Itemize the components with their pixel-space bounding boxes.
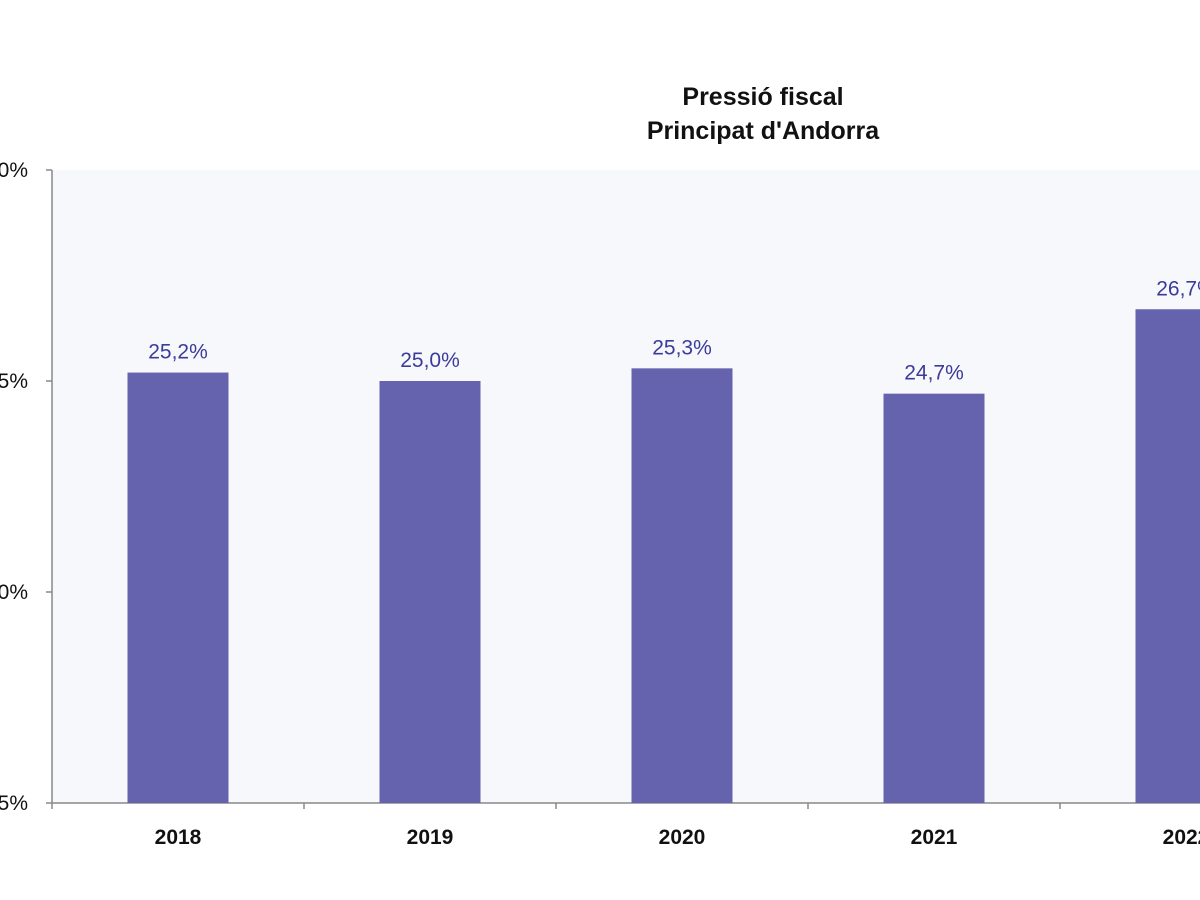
x-tick-label-2020: 2020 [659, 826, 706, 849]
chart-title-line-2: Principat d'Andorra [646, 117, 880, 145]
x-tick-label-2021: 2021 [911, 826, 958, 849]
data-label-2022: 26,7% [1156, 277, 1200, 300]
bar-2021 [883, 393, 985, 803]
y-tick-label: 15% [0, 792, 28, 815]
bar-2020 [631, 368, 733, 803]
x-tick-label-2022: 2022 [1163, 826, 1200, 849]
bar-2022 [1135, 309, 1200, 803]
y-tick-label: 30% [0, 159, 28, 182]
chart-title: Pressió fiscal Principat d'Andorra [520, 80, 1006, 148]
plot-area [52, 170, 1200, 803]
chart-title-line-1: Pressió fiscal [682, 83, 844, 111]
x-tick-label-2019: 2019 [407, 826, 454, 849]
bar-2019 [379, 381, 481, 803]
data-label-2019: 25,0% [400, 349, 460, 372]
data-label-2021: 24,7% [904, 362, 964, 385]
data-label-2018: 25,2% [148, 341, 208, 364]
bar-2018 [127, 372, 229, 803]
y-tick-label: 25% [0, 370, 28, 393]
x-tick-label-2018: 2018 [155, 826, 202, 849]
data-label-2020: 25,3% [652, 336, 712, 359]
y-tick-label: 20% [0, 581, 28, 604]
